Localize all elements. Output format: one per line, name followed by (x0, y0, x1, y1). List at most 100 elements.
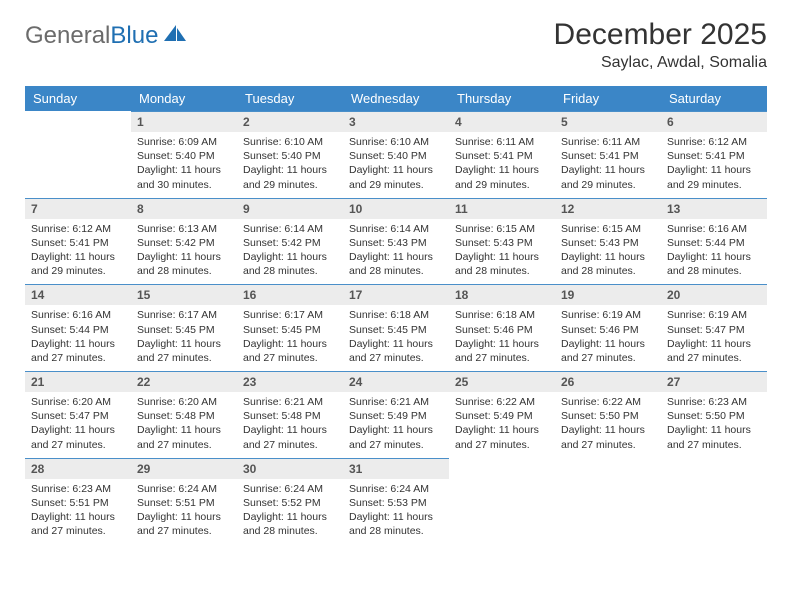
day-number: 11 (449, 198, 555, 219)
sunset-line: Sunset: 5:40 PM (243, 149, 337, 163)
sunset-line: Sunset: 5:41 PM (667, 149, 761, 163)
day-number: 10 (343, 198, 449, 219)
sunset-line: Sunset: 5:43 PM (349, 236, 443, 250)
day-info: Sunrise: 6:12 AMSunset: 5:41 PMDaylight:… (25, 219, 131, 285)
daylight-line: Daylight: 11 hours and 29 minutes. (243, 163, 337, 191)
calendar-row: 7Sunrise: 6:12 AMSunset: 5:41 PMDaylight… (25, 198, 767, 285)
daylight-line: Daylight: 11 hours and 29 minutes. (561, 163, 655, 191)
sunrise-line: Sunrise: 6:17 AM (137, 308, 231, 322)
calendar-body: 1Sunrise: 6:09 AMSunset: 5:40 PMDaylight… (25, 111, 767, 544)
calendar-cell (449, 458, 555, 545)
day-info: Sunrise: 6:10 AMSunset: 5:40 PMDaylight:… (343, 132, 449, 198)
daylight-line: Daylight: 11 hours and 28 minutes. (455, 250, 549, 278)
day-number: 17 (343, 284, 449, 305)
title-block: December 2025 Saylac, Awdal, Somalia (554, 18, 767, 72)
day-number: 3 (343, 111, 449, 132)
day-info: Sunrise: 6:20 AMSunset: 5:47 PMDaylight:… (25, 392, 131, 458)
sunset-line: Sunset: 5:50 PM (561, 409, 655, 423)
logo-text: GeneralBlue (25, 22, 158, 50)
sunrise-line: Sunrise: 6:20 AM (137, 395, 231, 409)
sunrise-line: Sunrise: 6:22 AM (455, 395, 549, 409)
calendar-cell: 17Sunrise: 6:18 AMSunset: 5:45 PMDayligh… (343, 284, 449, 371)
sunrise-line: Sunrise: 6:24 AM (137, 482, 231, 496)
sunrise-line: Sunrise: 6:11 AM (561, 135, 655, 149)
header: GeneralBlue December 2025 Saylac, Awdal,… (25, 18, 767, 72)
sunrise-line: Sunrise: 6:21 AM (349, 395, 443, 409)
sunset-line: Sunset: 5:42 PM (137, 236, 231, 250)
calendar-cell: 28Sunrise: 6:23 AMSunset: 5:51 PMDayligh… (25, 458, 131, 545)
calendar-cell: 22Sunrise: 6:20 AMSunset: 5:48 PMDayligh… (131, 371, 237, 458)
day-number: 31 (343, 458, 449, 479)
day-info: Sunrise: 6:19 AMSunset: 5:47 PMDaylight:… (661, 305, 767, 371)
calendar-cell: 8Sunrise: 6:13 AMSunset: 5:42 PMDaylight… (131, 198, 237, 285)
day-number: 6 (661, 111, 767, 132)
daylight-line: Daylight: 11 hours and 27 minutes. (667, 423, 761, 451)
day-info: Sunrise: 6:16 AMSunset: 5:44 PMDaylight:… (25, 305, 131, 371)
day-number: 13 (661, 198, 767, 219)
sunset-line: Sunset: 5:41 PM (561, 149, 655, 163)
daylight-line: Daylight: 11 hours and 28 minutes. (349, 250, 443, 278)
calendar-cell: 26Sunrise: 6:22 AMSunset: 5:50 PMDayligh… (555, 371, 661, 458)
calendar-cell: 23Sunrise: 6:21 AMSunset: 5:48 PMDayligh… (237, 371, 343, 458)
sunset-line: Sunset: 5:51 PM (137, 496, 231, 510)
daylight-line: Daylight: 11 hours and 27 minutes. (561, 423, 655, 451)
daylight-line: Daylight: 11 hours and 27 minutes. (243, 337, 337, 365)
day-number: 14 (25, 284, 131, 305)
sunrise-line: Sunrise: 6:09 AM (137, 135, 231, 149)
logo-word1: General (25, 22, 110, 49)
daylight-line: Daylight: 11 hours and 27 minutes. (243, 423, 337, 451)
day-number: 27 (661, 371, 767, 392)
calendar-cell: 30Sunrise: 6:24 AMSunset: 5:52 PMDayligh… (237, 458, 343, 545)
day-number: 15 (131, 284, 237, 305)
sunset-line: Sunset: 5:43 PM (561, 236, 655, 250)
sunset-line: Sunset: 5:51 PM (31, 496, 125, 510)
sunset-line: Sunset: 5:44 PM (667, 236, 761, 250)
sunset-line: Sunset: 5:41 PM (455, 149, 549, 163)
day-info: Sunrise: 6:14 AMSunset: 5:43 PMDaylight:… (343, 219, 449, 285)
daylight-line: Daylight: 11 hours and 28 minutes. (667, 250, 761, 278)
day-number: 20 (661, 284, 767, 305)
calendar-cell: 6Sunrise: 6:12 AMSunset: 5:41 PMDaylight… (661, 111, 767, 198)
day-number: 19 (555, 284, 661, 305)
calendar-cell: 14Sunrise: 6:16 AMSunset: 5:44 PMDayligh… (25, 284, 131, 371)
weekday-header: Sunday (25, 86, 131, 111)
daylight-line: Daylight: 11 hours and 27 minutes. (31, 423, 125, 451)
weekday-header: Tuesday (237, 86, 343, 111)
calendar-cell: 11Sunrise: 6:15 AMSunset: 5:43 PMDayligh… (449, 198, 555, 285)
sunrise-line: Sunrise: 6:14 AM (349, 222, 443, 236)
day-info: Sunrise: 6:24 AMSunset: 5:52 PMDaylight:… (237, 479, 343, 545)
calendar-cell: 18Sunrise: 6:18 AMSunset: 5:46 PMDayligh… (449, 284, 555, 371)
sunset-line: Sunset: 5:43 PM (455, 236, 549, 250)
sunset-line: Sunset: 5:48 PM (137, 409, 231, 423)
logo-sail-icon (162, 23, 188, 50)
calendar-cell: 31Sunrise: 6:24 AMSunset: 5:53 PMDayligh… (343, 458, 449, 545)
day-number: 8 (131, 198, 237, 219)
daylight-line: Daylight: 11 hours and 27 minutes. (137, 510, 231, 538)
calendar-cell: 16Sunrise: 6:17 AMSunset: 5:45 PMDayligh… (237, 284, 343, 371)
calendar-cell: 15Sunrise: 6:17 AMSunset: 5:45 PMDayligh… (131, 284, 237, 371)
daylight-line: Daylight: 11 hours and 27 minutes. (667, 337, 761, 365)
day-number: 9 (237, 198, 343, 219)
sunrise-line: Sunrise: 6:20 AM (31, 395, 125, 409)
sunset-line: Sunset: 5:45 PM (137, 323, 231, 337)
daylight-line: Daylight: 11 hours and 27 minutes. (349, 423, 443, 451)
sunset-line: Sunset: 5:41 PM (31, 236, 125, 250)
location: Saylac, Awdal, Somalia (554, 54, 767, 72)
day-number: 30 (237, 458, 343, 479)
daylight-line: Daylight: 11 hours and 28 minutes. (243, 510, 337, 538)
day-info: Sunrise: 6:16 AMSunset: 5:44 PMDaylight:… (661, 219, 767, 285)
sunset-line: Sunset: 5:42 PM (243, 236, 337, 250)
sunrise-line: Sunrise: 6:11 AM (455, 135, 549, 149)
day-info: Sunrise: 6:18 AMSunset: 5:46 PMDaylight:… (449, 305, 555, 371)
sunrise-line: Sunrise: 6:15 AM (561, 222, 655, 236)
sunset-line: Sunset: 5:47 PM (667, 323, 761, 337)
sunrise-line: Sunrise: 6:10 AM (349, 135, 443, 149)
calendar-cell: 7Sunrise: 6:12 AMSunset: 5:41 PMDaylight… (25, 198, 131, 285)
day-number: 16 (237, 284, 343, 305)
day-info: Sunrise: 6:09 AMSunset: 5:40 PMDaylight:… (131, 132, 237, 198)
daylight-line: Daylight: 11 hours and 27 minutes. (455, 423, 549, 451)
sunset-line: Sunset: 5:46 PM (561, 323, 655, 337)
day-number: 22 (131, 371, 237, 392)
sunrise-line: Sunrise: 6:23 AM (31, 482, 125, 496)
sunrise-line: Sunrise: 6:21 AM (243, 395, 337, 409)
